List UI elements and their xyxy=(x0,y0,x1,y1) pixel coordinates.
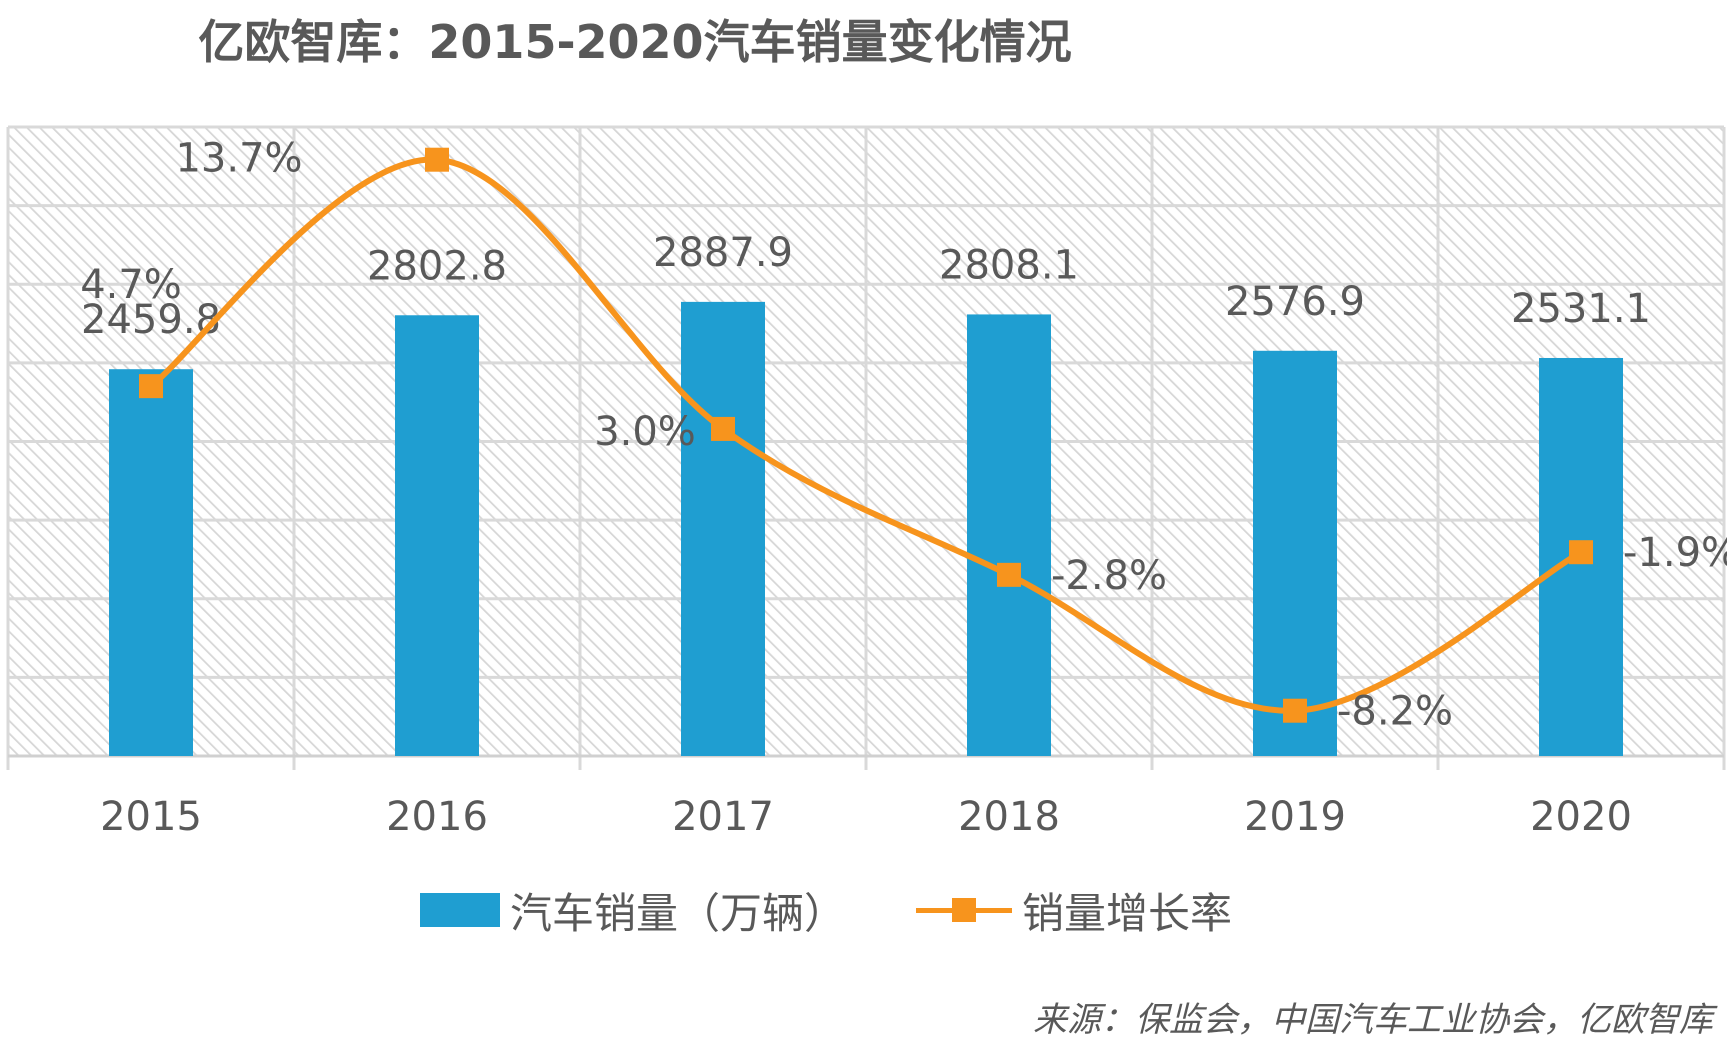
bar-2016 xyxy=(395,315,479,756)
bar-2015 xyxy=(109,369,193,756)
bar-2017 xyxy=(681,301,765,756)
growth-marker-2020 xyxy=(1569,540,1593,565)
growth-label-2020: -1.9% xyxy=(1623,530,1727,576)
bar-label-2017: 2887.9 xyxy=(653,230,793,276)
growth-marker-2016 xyxy=(425,147,449,172)
growth-value-labels: 4.7% 13.7% 3.0% -2.8% -8.2% -1.9% xyxy=(80,136,1727,735)
growth-line xyxy=(149,156,1583,714)
growth-marker-2018 xyxy=(997,562,1021,587)
source-note: 来源：保监会，中国汽车工业协会，亿欧智库 xyxy=(1033,1000,1713,1040)
legend-item-growth: 销量增长率 xyxy=(916,880,1232,941)
growth-marker-2017 xyxy=(711,416,735,441)
growth-label-2015: 4.7% xyxy=(80,262,182,308)
chart-title: 亿欧智库：2015-2020汽车销量变化情况 xyxy=(198,15,1072,69)
growth-label-2019: -8.2% xyxy=(1337,689,1453,735)
legend-label-sales: 汽车销量（万辆） xyxy=(510,888,847,938)
x-tick-2019: 2019 xyxy=(1244,794,1346,840)
x-tick-2016: 2016 xyxy=(386,794,488,840)
growth-label-2017: 3.0% xyxy=(594,409,696,455)
growth-label-2018: -2.8% xyxy=(1051,553,1167,599)
bar-2019 xyxy=(1253,350,1337,756)
bar-label-2016: 2802.8 xyxy=(367,243,507,289)
growth-label-2016: 13.7% xyxy=(175,136,302,182)
bar-series xyxy=(109,301,1623,756)
legend-swatch-bar xyxy=(420,893,500,927)
x-tick-2018: 2018 xyxy=(958,794,1060,840)
bar-label-2019: 2576.9 xyxy=(1225,279,1365,325)
x-tick-2020: 2020 xyxy=(1530,794,1632,840)
bar-label-2018: 2808.1 xyxy=(939,242,1079,288)
growth-marker-2015 xyxy=(139,374,163,399)
legend-label-growth: 销量增长率 xyxy=(1022,888,1233,938)
x-tick-2017: 2017 xyxy=(672,794,774,840)
growth-line-series xyxy=(139,147,1593,723)
gridlines xyxy=(6,125,1726,770)
legend-item-sales: 汽车销量（万辆） xyxy=(420,880,846,941)
growth-marker-2019 xyxy=(1283,698,1307,723)
bar-label-2020: 2531.1 xyxy=(1511,286,1651,332)
legend-swatch-line xyxy=(916,893,1013,927)
x-axis-tick-labels: 2015 2016 2017 2018 2019 2020 xyxy=(100,794,1632,840)
x-tick-2015: 2015 xyxy=(100,794,202,840)
bar-2018 xyxy=(967,314,1051,756)
legend: 汽车销量（万辆） 销量增长率 xyxy=(420,880,1302,940)
